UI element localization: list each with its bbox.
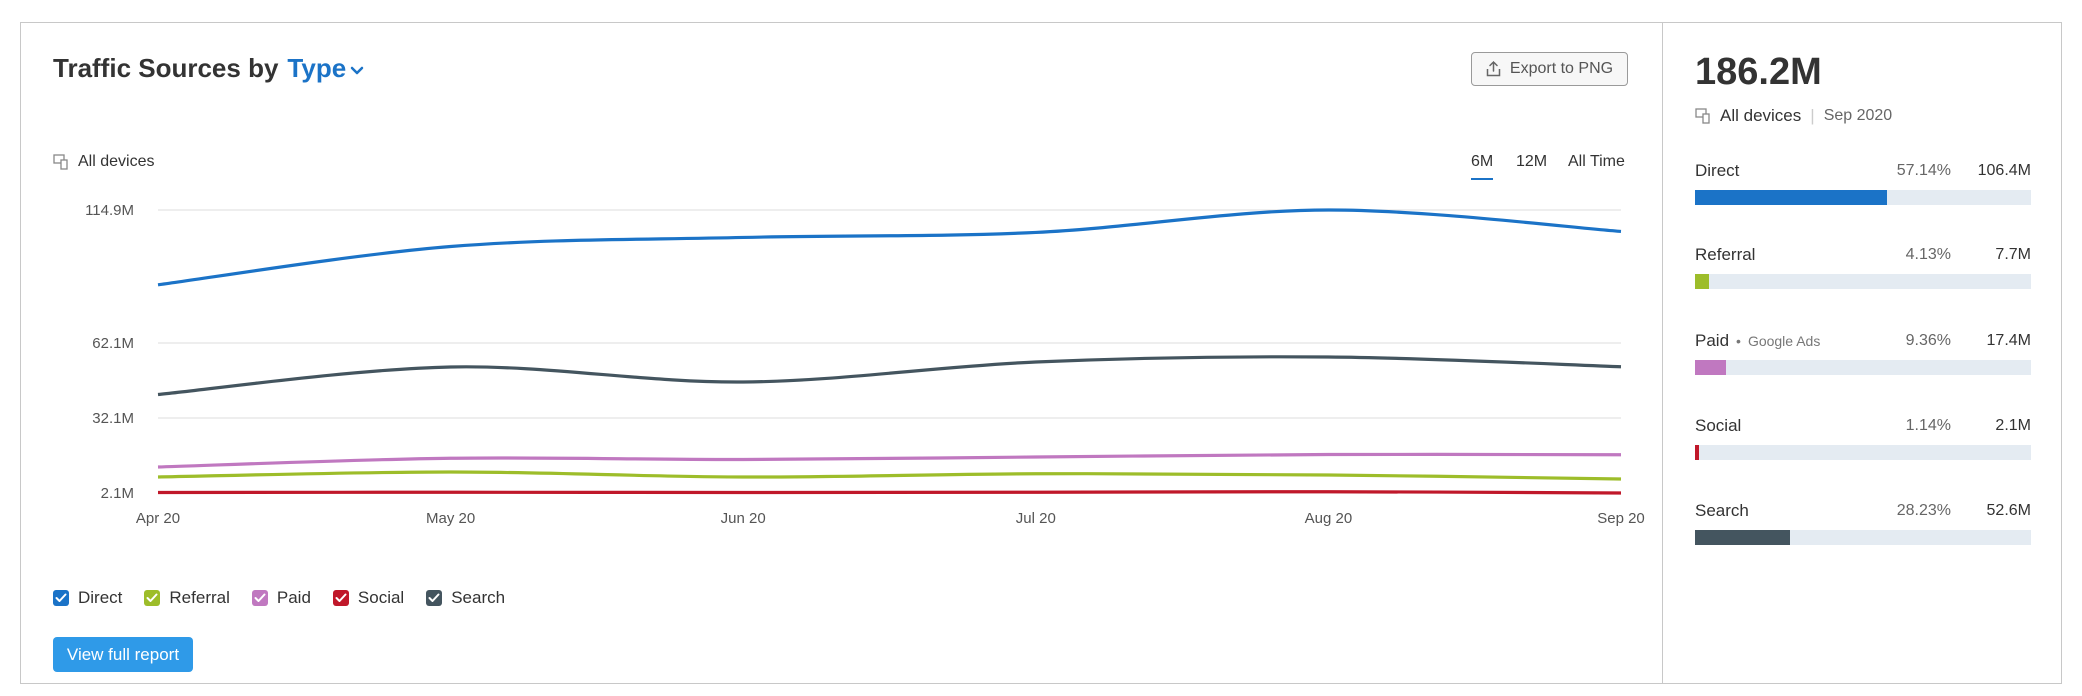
- x-tick-label: Jun 20: [721, 510, 766, 527]
- legend-item-social[interactable]: Social: [332, 588, 405, 608]
- legend-label: Paid: [276, 588, 311, 607]
- devices-icon: [53, 154, 68, 170]
- source-percent: 9.36%: [1905, 332, 1951, 349]
- devices-filter[interactable]: All devices: [53, 153, 154, 171]
- source-name-label: Direct: [1695, 161, 1740, 180]
- x-tick-label: May 20: [426, 510, 475, 527]
- source-percent: 4.13%: [1905, 246, 1951, 263]
- source-percent: 1.14%: [1905, 417, 1951, 434]
- source-value: 17.4M: [1986, 332, 2031, 349]
- source-row-header: Social 1.14% 2.1M: [1695, 416, 2031, 436]
- legend-item-referral[interactable]: Referral: [144, 588, 230, 608]
- summary-date: Sep 2020: [1823, 107, 1893, 124]
- checkbox-checked-icon[interactable]: [426, 590, 443, 606]
- legend-item-search[interactable]: Search: [426, 588, 505, 608]
- source-row-search: Search 28.23% 52.6M: [1695, 501, 2031, 545]
- source-name-label: Referral: [1695, 245, 1756, 264]
- source-value: 52.6M: [1986, 502, 2031, 519]
- series-line-paid: [157, 452, 1622, 469]
- series-line-social: [157, 490, 1622, 495]
- share-bar-fill-social: [1695, 445, 1699, 460]
- y-tick-label: 62.1M: [92, 335, 134, 352]
- share-bar-track: [1695, 530, 2031, 545]
- total-traffic: 186.2M: [1695, 51, 1822, 93]
- summary-subtitle: All devices | Sep 2020: [1695, 106, 1892, 126]
- share-bar-fill-referral: [1695, 274, 1709, 289]
- share-bar-track: [1695, 360, 2031, 375]
- legend-label: Referral: [169, 588, 230, 607]
- source-name: Paid • Google Ads: [1695, 331, 1871, 351]
- chart-panel: Traffic Sources by Type Export to PNG Al…: [21, 23, 1662, 683]
- view-full-report-button[interactable]: View full report: [53, 637, 193, 672]
- y-tick-label: 114.9M: [85, 202, 134, 219]
- source-name: Search: [1695, 501, 1871, 521]
- devices-icon: [1695, 108, 1710, 124]
- source-row-header: Search 28.23% 52.6M: [1695, 501, 2031, 521]
- y-tick-label: 2.1M: [101, 485, 134, 502]
- divider: |: [1810, 106, 1815, 125]
- export-png-button[interactable]: Export to PNG: [1471, 52, 1628, 86]
- legend-label: Direct: [78, 588, 123, 607]
- series-line-direct: [157, 208, 1622, 287]
- series-line-referral: [157, 470, 1622, 481]
- checkbox-checked-icon[interactable]: [53, 590, 69, 606]
- export-icon: [1486, 61, 1501, 77]
- share-bar-fill-paid: [1695, 360, 1727, 375]
- source-value: 2.1M: [1995, 417, 2031, 434]
- checkbox-checked-icon[interactable]: [332, 590, 349, 606]
- x-tick-label: Aug 20: [1305, 510, 1353, 527]
- period-6m[interactable]: 6M: [1471, 153, 1494, 180]
- x-tick-label: Sep 20: [1597, 510, 1645, 527]
- share-bar-fill-direct: [1695, 190, 1887, 205]
- source-row-social: Social 1.14% 2.1M: [1695, 416, 2031, 460]
- source-sublabel: Google Ads: [1747, 333, 1821, 349]
- share-bar-fill-search: [1695, 530, 1790, 545]
- source-row-header: Direct 57.14% 106.4M: [1695, 161, 2031, 181]
- source-row-direct: Direct 57.14% 106.4M: [1695, 161, 2031, 205]
- source-value: 106.4M: [1977, 162, 2031, 179]
- bullet-separator: •: [1736, 333, 1741, 349]
- summary-devices-label: All devices: [1720, 106, 1802, 125]
- source-row-header: Paid • Google Ads 9.36% 17.4M: [1695, 331, 2031, 351]
- share-bar-track: [1695, 274, 2031, 289]
- chart-legend: Direct Referral Paid Social Search: [53, 588, 505, 608]
- checkbox-checked-icon[interactable]: [251, 590, 268, 606]
- legend-label: Social: [357, 588, 405, 607]
- source-name-label: Social: [1695, 416, 1742, 435]
- period-12m[interactable]: 12M: [1516, 153, 1548, 170]
- period-all-time[interactable]: All Time: [1568, 153, 1625, 170]
- source-row-header: Referral 4.13% 7.7M: [1695, 245, 2031, 265]
- export-png-label: Export to PNG: [1509, 60, 1614, 77]
- source-name: Referral: [1695, 245, 1871, 265]
- chevron-down-icon: [350, 66, 364, 74]
- source-percent: 28.23%: [1896, 502, 1951, 519]
- source-name-label: Paid: [1695, 331, 1730, 350]
- summary-panel: 186.2M All devices | Sep 2020 Direct 57.1…: [1662, 23, 2061, 683]
- source-value: 7.7M: [1995, 246, 2031, 263]
- panel-title: Traffic Sources by Type: [53, 53, 364, 84]
- type-dropdown[interactable]: Type: [287, 53, 364, 84]
- source-row-referral: Referral 4.13% 7.7M: [1695, 245, 2031, 289]
- x-tick-label: Jul 20: [1016, 510, 1056, 527]
- x-tick-label: Apr 20: [136, 510, 180, 527]
- legend-item-direct[interactable]: Direct: [53, 588, 122, 608]
- source-percent: 57.14%: [1896, 162, 1951, 179]
- type-dropdown-label: Type: [287, 53, 347, 83]
- source-name: Social: [1695, 416, 1871, 436]
- series-line-search: [157, 355, 1622, 397]
- legend-label: Search: [451, 588, 506, 607]
- legend-item-paid[interactable]: Paid: [251, 588, 311, 608]
- source-row-paid: Paid • Google Ads 9.36% 17.4M: [1695, 331, 2031, 375]
- y-tick-label: 32.1M: [92, 410, 134, 427]
- page-title: Traffic Sources by: [53, 53, 279, 83]
- source-name-label: Search: [1695, 501, 1749, 520]
- checkbox-checked-icon[interactable]: [144, 590, 161, 606]
- devices-label: All devices: [78, 153, 155, 170]
- traffic-sources-card: Traffic Sources by Type Export to PNG Al…: [20, 22, 2062, 684]
- share-bar-track: [1695, 445, 2031, 460]
- source-name: Direct: [1695, 161, 1871, 181]
- share-bar-track: [1695, 190, 2031, 205]
